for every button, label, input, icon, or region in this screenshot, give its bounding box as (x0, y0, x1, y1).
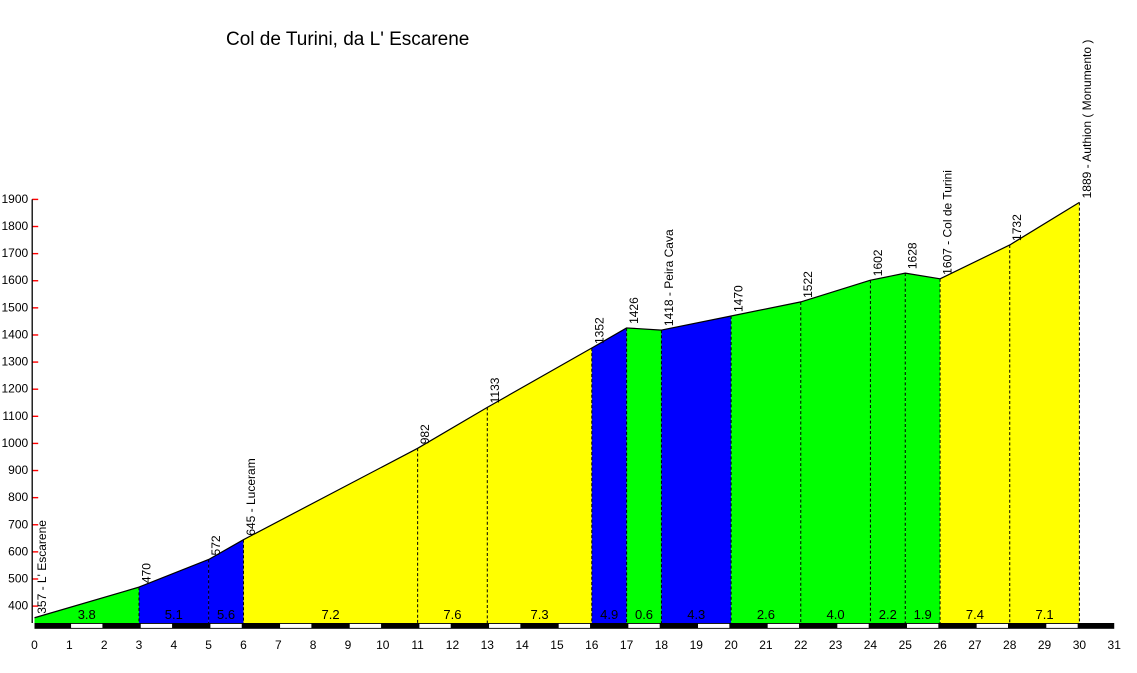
svg-text:7.2: 7.2 (322, 607, 340, 622)
svg-text:1470: 1470 (732, 285, 746, 312)
svg-text:1522: 1522 (801, 271, 815, 298)
svg-text:9: 9 (345, 638, 352, 652)
svg-text:1352: 1352 (592, 317, 606, 344)
svg-text:23: 23 (829, 638, 843, 652)
svg-text:27: 27 (968, 638, 982, 652)
svg-text:700: 700 (8, 517, 28, 531)
svg-text:600: 600 (8, 544, 28, 558)
svg-text:1602: 1602 (871, 249, 885, 276)
svg-text:4: 4 (170, 638, 177, 652)
svg-text:1889 - Authion ( Monumento ): 1889 - Authion ( Monumento ) (1080, 40, 1094, 199)
svg-text:400: 400 (8, 599, 28, 613)
svg-text:800: 800 (8, 490, 28, 504)
svg-text:12: 12 (446, 638, 460, 652)
svg-text:4.9: 4.9 (600, 607, 618, 622)
svg-text:1900: 1900 (1, 192, 28, 206)
svg-text:1: 1 (66, 638, 73, 652)
svg-text:645 - Luceram: 645 - Luceram (244, 458, 258, 535)
svg-text:13: 13 (481, 638, 495, 652)
svg-text:3: 3 (136, 638, 143, 652)
svg-text:1607 - Col de Turini: 1607 - Col de Turini (941, 170, 955, 275)
svg-text:26: 26 (933, 638, 947, 652)
svg-text:1100: 1100 (2, 409, 28, 423)
svg-text:1.9: 1.9 (914, 607, 932, 622)
svg-text:1600: 1600 (1, 273, 28, 287)
svg-text:18: 18 (655, 638, 669, 652)
svg-text:2.2: 2.2 (879, 607, 897, 622)
svg-text:7.3: 7.3 (530, 607, 548, 622)
svg-text:2: 2 (101, 638, 108, 652)
svg-text:5.1: 5.1 (165, 607, 183, 622)
svg-text:1500: 1500 (1, 300, 28, 314)
svg-text:16: 16 (585, 638, 599, 652)
svg-text:14: 14 (515, 638, 529, 652)
svg-text:0.6: 0.6 (635, 607, 653, 622)
svg-text:11: 11 (411, 638, 424, 652)
svg-text:7.4: 7.4 (966, 607, 984, 622)
svg-text:357 - L' Escarene: 357 - L' Escarene (35, 520, 49, 614)
svg-text:982: 982 (418, 424, 432, 444)
svg-text:1800: 1800 (1, 219, 28, 233)
svg-text:24: 24 (864, 638, 878, 652)
svg-text:470: 470 (139, 563, 153, 583)
svg-text:5.6: 5.6 (217, 607, 235, 622)
svg-text:2.6: 2.6 (757, 607, 775, 622)
svg-text:1400: 1400 (1, 327, 28, 341)
svg-text:8: 8 (310, 638, 317, 652)
svg-text:500: 500 (8, 571, 28, 585)
svg-text:7: 7 (275, 638, 282, 652)
svg-text:19: 19 (690, 638, 704, 652)
svg-text:4.0: 4.0 (827, 607, 845, 622)
svg-text:28: 28 (1003, 638, 1017, 652)
svg-text:1628: 1628 (906, 242, 920, 269)
svg-text:10: 10 (376, 638, 390, 652)
svg-text:31: 31 (1108, 638, 1122, 652)
svg-text:5: 5 (205, 638, 212, 652)
svg-text:900: 900 (8, 463, 28, 477)
svg-text:25: 25 (899, 638, 913, 652)
svg-text:29: 29 (1038, 638, 1052, 652)
svg-text:20: 20 (724, 638, 738, 652)
svg-text:1000: 1000 (1, 436, 28, 450)
svg-text:0: 0 (31, 638, 38, 652)
svg-text:572: 572 (209, 535, 223, 555)
svg-text:7.6: 7.6 (443, 607, 461, 622)
svg-text:7.1: 7.1 (1036, 607, 1054, 622)
svg-text:30: 30 (1073, 638, 1087, 652)
svg-text:22: 22 (794, 638, 808, 652)
svg-text:1732: 1732 (1010, 214, 1024, 241)
svg-text:15: 15 (550, 638, 564, 652)
svg-text:3.8: 3.8 (78, 607, 96, 622)
svg-text:1300: 1300 (1, 355, 28, 369)
svg-text:1200: 1200 (1, 382, 28, 396)
svg-text:1700: 1700 (1, 246, 28, 260)
svg-text:17: 17 (620, 638, 634, 652)
svg-text:6: 6 (240, 638, 247, 652)
svg-text:1418 - Peira Cava: 1418 - Peira Cava (662, 229, 676, 326)
svg-text:1133: 1133 (488, 377, 502, 403)
svg-text:4.3: 4.3 (687, 607, 705, 622)
svg-text:1426: 1426 (627, 297, 641, 324)
svg-text:21: 21 (759, 638, 773, 652)
